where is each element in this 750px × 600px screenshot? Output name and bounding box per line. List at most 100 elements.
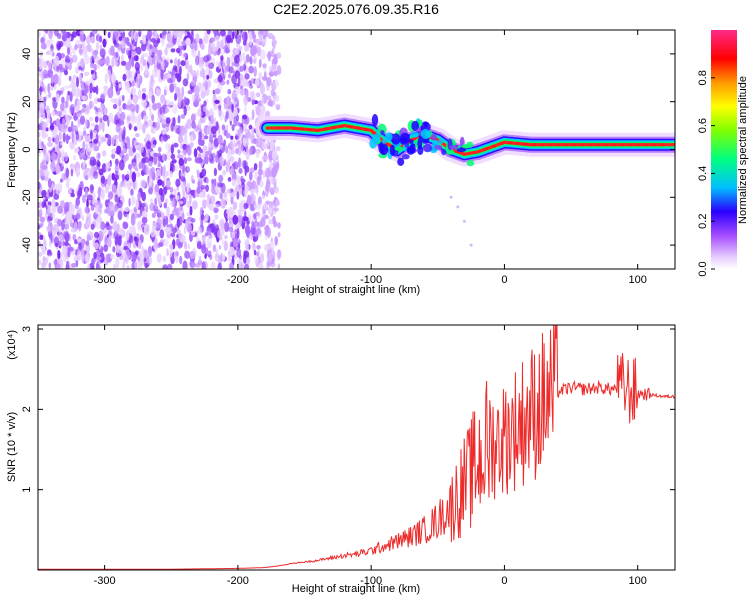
- signal-peak: [603, 143, 609, 147]
- noise-speckle: [66, 181, 70, 189]
- noise-speckle: [216, 150, 219, 157]
- noise-speckle: [93, 252, 97, 259]
- signal-peak: [331, 125, 337, 130]
- noise-speckle: [130, 217, 136, 226]
- noise-speckle: [91, 122, 95, 127]
- noise-speckle: [127, 97, 132, 105]
- noise-speckle: [144, 156, 150, 164]
- noise-speckle: [47, 216, 50, 223]
- noise-speckle: [183, 53, 188, 58]
- noise-speckle: [106, 176, 112, 185]
- noise-speckle: [116, 187, 122, 198]
- noise-speckle: [219, 49, 226, 55]
- noise-speckle: [178, 200, 184, 205]
- noise-speckle: [235, 184, 240, 193]
- noise-speckle: [187, 166, 190, 172]
- noise-speckle: [129, 103, 136, 112]
- noise-speckle: [95, 85, 99, 95]
- noise-speckle: [38, 152, 41, 157]
- noise-speckle: [137, 256, 141, 262]
- noise-speckle: [238, 53, 242, 64]
- noise-speckle: [139, 56, 145, 64]
- noise-speckle: [38, 251, 43, 257]
- noise-speckle: [62, 240, 65, 247]
- noise-speckle: [128, 163, 132, 171]
- noise-speckle: [123, 156, 127, 164]
- noise-speckle: [162, 218, 167, 228]
- noise-speckle: [161, 38, 165, 47]
- noise-speckle: [229, 262, 234, 269]
- noise-speckle: [47, 48, 54, 56]
- noise-speckle: [155, 192, 160, 200]
- noise-speckle: [125, 174, 130, 180]
- noise-speckle: [51, 198, 56, 209]
- noise-speckle: [261, 194, 265, 200]
- noise-speckle: [179, 171, 186, 178]
- noise-speckle: [73, 155, 76, 160]
- noise-speckle: [244, 224, 251, 236]
- noise-speckle: [57, 234, 64, 241]
- noise-speckle: [243, 254, 247, 264]
- noise-speckle: [202, 105, 208, 113]
- noise-speckle: [130, 70, 136, 78]
- noise-speckle: [196, 241, 202, 250]
- noise-speckle: [163, 202, 167, 209]
- noise-speckle: [38, 181, 41, 190]
- noise-speckle: [41, 201, 46, 209]
- noise-speckle: [53, 83, 57, 90]
- noise-speckle: [143, 248, 148, 259]
- noise-speckle: [118, 234, 123, 240]
- noise-speckle: [89, 100, 92, 110]
- noise-speckle: [99, 44, 103, 50]
- noise-speckle: [225, 145, 228, 154]
- noise-speckle: [146, 140, 152, 150]
- noise-speckle: [228, 217, 232, 224]
- noise-speckle: [221, 124, 226, 131]
- noise-speckle: [170, 256, 175, 265]
- noise-speckle: [72, 233, 77, 241]
- signal-peak: [283, 126, 289, 130]
- noise-speckle: [228, 246, 235, 257]
- noise-speckle: [273, 220, 278, 228]
- noise-speckle: [85, 143, 88, 150]
- noise-speckle: [259, 49, 266, 60]
- noise-speckle: [135, 55, 139, 61]
- signal-blob: [426, 123, 431, 131]
- signal-blob: [461, 144, 471, 149]
- noise-speckle: [130, 108, 135, 120]
- noise-speckle: [64, 113, 69, 122]
- noise-speckle: [55, 93, 60, 103]
- noise-speckle: [252, 137, 256, 144]
- noise-speckle: [79, 148, 86, 160]
- noise-speckle: [39, 216, 46, 223]
- noise-speckle: [110, 45, 115, 56]
- noise-speckle: [166, 170, 169, 177]
- noise-speckle: [83, 71, 90, 77]
- noise-speckle: [191, 231, 196, 236]
- noise-speckle: [200, 43, 205, 50]
- noise-speckle: [168, 144, 171, 153]
- noise-speckle: [51, 211, 56, 219]
- noise-speckle: [244, 45, 247, 52]
- noise-speckle: [91, 257, 95, 267]
- x-tick-label: 100: [629, 575, 647, 587]
- noise-speckle: [90, 69, 95, 75]
- noise-speckle: [137, 191, 141, 202]
- noise-speckle: [193, 148, 198, 158]
- noise-speckle: [86, 44, 92, 52]
- signal-blob: [441, 149, 447, 156]
- noise-speckle: [70, 168, 74, 177]
- noise-speckle: [270, 89, 276, 97]
- spectrogram-y-ticks: -40 -20 0 20 40: [21, 48, 675, 253]
- noise-speckle: [107, 225, 113, 230]
- noise-speckle: [226, 79, 230, 85]
- noise-speckle: [150, 38, 157, 43]
- noise-speckle: [166, 248, 169, 257]
- noise-speckle: [92, 191, 96, 200]
- colorbar-tick-label: 0.6: [697, 118, 709, 133]
- noise-speckle: [113, 134, 119, 140]
- noise-speckle: [162, 134, 168, 142]
- noise-speckle: [139, 261, 145, 267]
- noise-speckle: [49, 124, 55, 131]
- noise-speckle: [189, 205, 193, 216]
